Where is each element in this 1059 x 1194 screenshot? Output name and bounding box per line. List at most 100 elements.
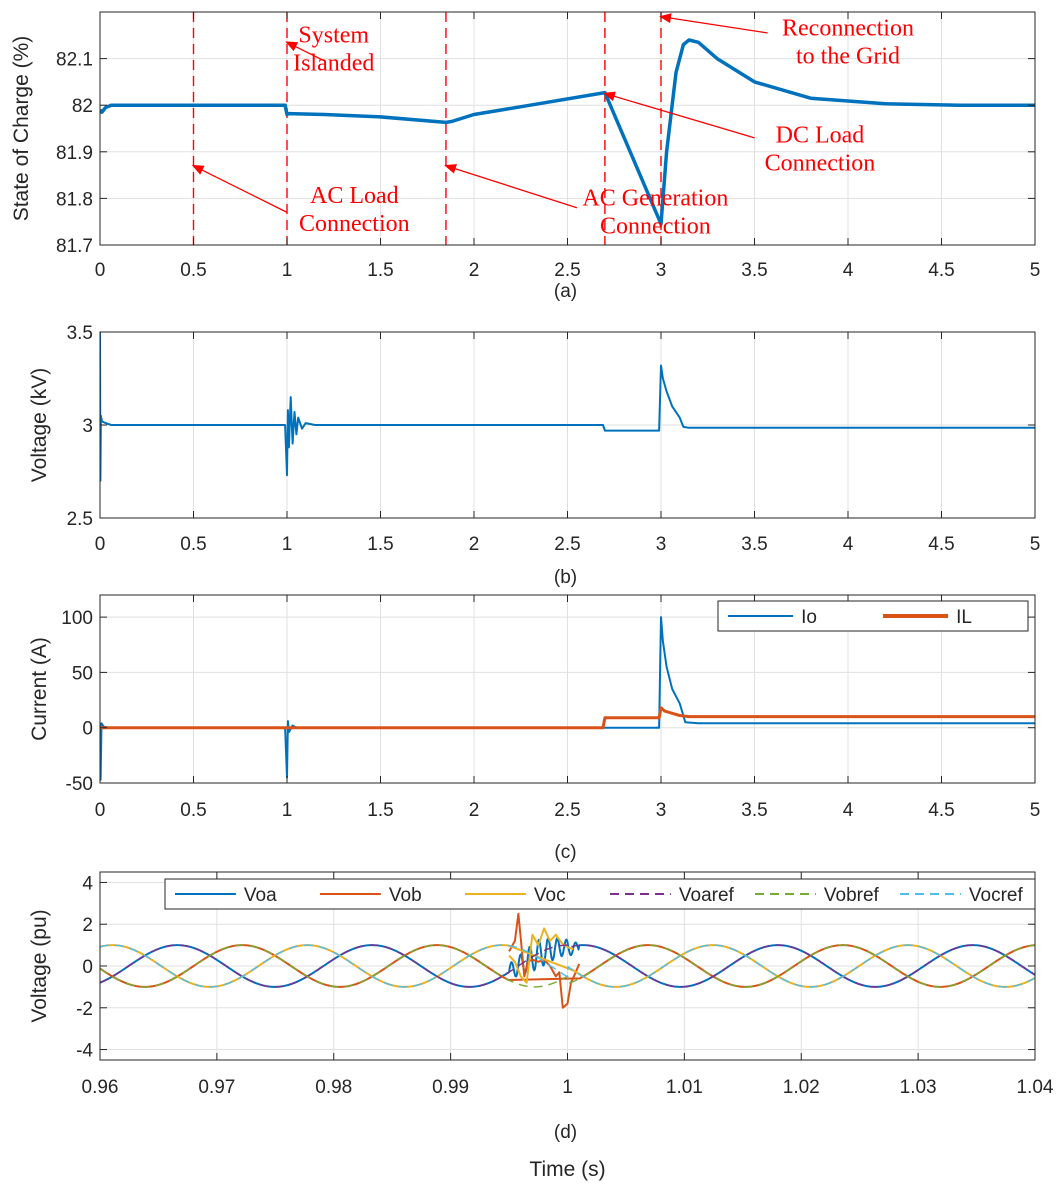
ytick-label-c-0: -50	[66, 774, 93, 795]
ytick-label-a-4: 82.1	[56, 50, 93, 71]
legend-label-Voa: Voa	[244, 885, 277, 906]
annotation-arrow-3	[602, 91, 755, 139]
annotation-arrow-1	[191, 164, 288, 213]
ylabel-c: Current (A)	[28, 637, 51, 741]
ytick-label-d-2: 0	[82, 957, 93, 978]
ytick-label-c-1: 0	[82, 719, 93, 740]
xtick-label-a-6: 3	[656, 260, 667, 281]
ytick-label-a-2: 81.9	[56, 143, 93, 164]
annotation-text-1-0: AC Load	[310, 183, 399, 209]
xtick-label-b-2: 1	[282, 534, 293, 555]
series-Vocref	[100, 944, 1035, 988]
xtick-label-a-0: 0	[95, 260, 106, 281]
ytick-label-d-1: -2	[76, 999, 93, 1020]
ytick-label-c-2: 50	[72, 663, 93, 684]
xtick-label-d-0: 0.96	[82, 1077, 119, 1098]
panel-label-d: (d)	[554, 1122, 577, 1143]
series-b-0	[100, 332, 1035, 482]
ytick-label-b-2: 3.5	[67, 323, 93, 344]
panel-a: 0 0.5 1 1.5 2 2.5 3 3.5 4 4.5 5 81.7 81.8 81.9 82 82.1 S…	[10, 11, 1041, 302]
ytick-label-d-3: 2	[82, 915, 93, 936]
panel-label-a: (a)	[554, 281, 577, 302]
annotation-text-0-0: System	[298, 22, 369, 48]
xtick-label-b-5: 2.5	[554, 534, 580, 555]
xtick-label-d-2: 0.98	[315, 1077, 352, 1098]
legend-d: Voa Vob Voc Voaref Vobref Vocref	[164, 878, 1036, 910]
ytick-label-b-1: 3	[82, 416, 93, 437]
ytick-label-a-3: 82	[72, 96, 93, 117]
xtick-label-a-8: 4	[843, 260, 854, 281]
xtick-label-a-4: 2	[469, 260, 480, 281]
xtick-label-a-7: 3.5	[741, 260, 767, 281]
xlabel-d: Time (s)	[529, 1158, 605, 1181]
xtick-label-a-9: 4.5	[928, 260, 954, 281]
ytick-label-b-0: 2.5	[67, 509, 93, 530]
ytick-label-a-0: 81.7	[56, 236, 93, 257]
xtick-label-d-7: 1.03	[900, 1077, 937, 1098]
annotation-text-3-1: Connection	[765, 150, 876, 176]
ylabel-a: State of Charge (%)	[10, 36, 33, 222]
xtick-label-b-10: 5	[1030, 534, 1041, 555]
series-a-0	[100, 38, 1035, 226]
xtick-label-c-9: 4.5	[928, 800, 954, 821]
ytick-label-c-3: 100	[61, 608, 93, 629]
xtick-label-c-6: 3	[656, 800, 667, 821]
xtick-label-d-4: 1	[562, 1077, 573, 1098]
xtick-label-b-8: 4	[843, 534, 854, 555]
panel-label-b: (b)	[554, 567, 577, 588]
xtick-label-c-3: 1.5	[367, 800, 393, 821]
xtick-label-d-6: 1.02	[783, 1077, 820, 1098]
series-Vob	[100, 944, 1035, 988]
annotation-text-4-0: Reconnection	[782, 15, 914, 41]
xtick-label-b-3: 1.5	[367, 534, 393, 555]
xtick-label-d-1: 0.97	[198, 1077, 235, 1098]
xtick-label-c-7: 3.5	[741, 800, 767, 821]
series-c-IL	[100, 706, 1035, 730]
legend-label-Vocref: Vocref	[969, 885, 1024, 906]
series-Voa	[100, 937, 1035, 988]
panel-d: 0.96 0.97 0.98 0.99 1 1.01 1.02 1.03 1.04 -4 -2 0 2 4…	[28, 871, 1054, 1181]
ylabel-d: Voltage (pu)	[28, 909, 51, 1022]
xtick-label-c-8: 4	[843, 800, 854, 821]
xtick-label-c-5: 2.5	[554, 800, 580, 821]
legend-label-Vobref: Vobref	[824, 885, 880, 906]
annotation-text-2-0: AC Generation	[582, 185, 728, 211]
annotation-text-0-1: Islanded	[293, 50, 374, 76]
xtick-label-b-4: 2	[469, 534, 480, 555]
annotation-text-1-1: Connection	[299, 211, 410, 237]
annotation-arrow-0	[285, 41, 325, 62]
xtick-label-c-0: 0	[95, 800, 106, 821]
xtick-label-a-5: 2.5	[554, 260, 580, 281]
xtick-label-b-1: 0.5	[180, 534, 206, 555]
annotation-text-4-1: to the Grid	[796, 43, 900, 69]
xtick-label-c-2: 1	[282, 800, 293, 821]
legend-label-Io: Io	[801, 607, 817, 628]
annotation-text-3-0: DC Load	[776, 122, 865, 148]
xtick-label-b-7: 3.5	[741, 534, 767, 555]
xtick-label-c-10: 5	[1030, 800, 1041, 821]
legend-label-IL: IL	[956, 607, 972, 628]
annotation-arrow-4	[659, 13, 768, 34]
xtick-label-a-2: 1	[282, 260, 293, 281]
annotation-text-2-1: Connection	[600, 213, 711, 239]
legend-c: Io IL	[717, 600, 1029, 632]
xtick-label-d-3: 0.99	[432, 1077, 469, 1098]
xtick-label-b-0: 0	[95, 534, 106, 555]
panel-label-c: (c)	[554, 842, 576, 863]
ylabel-b: Voltage (kV)	[28, 368, 51, 482]
legend-label-Voaref: Voaref	[679, 885, 735, 906]
xtick-label-b-6: 3	[656, 534, 667, 555]
ytick-label-d-4: 4	[82, 873, 93, 894]
xtick-label-a-1: 0.5	[180, 260, 206, 281]
xtick-label-a-10: 5	[1030, 260, 1041, 281]
annotation-arrow-2	[444, 164, 578, 209]
xtick-label-d-8: 1.04	[1017, 1077, 1054, 1098]
panel-b: 0 0.5 1 1.5 2 2.5 3 3.5 4 4.5 5 2.5 3 3.5 Voltage (kV)…	[28, 323, 1040, 588]
ytick-label-d-0: -4	[76, 1041, 93, 1062]
xtick-label-c-4: 2	[469, 800, 480, 821]
xtick-label-c-1: 0.5	[180, 800, 206, 821]
xtick-label-d-5: 1.01	[666, 1077, 703, 1098]
